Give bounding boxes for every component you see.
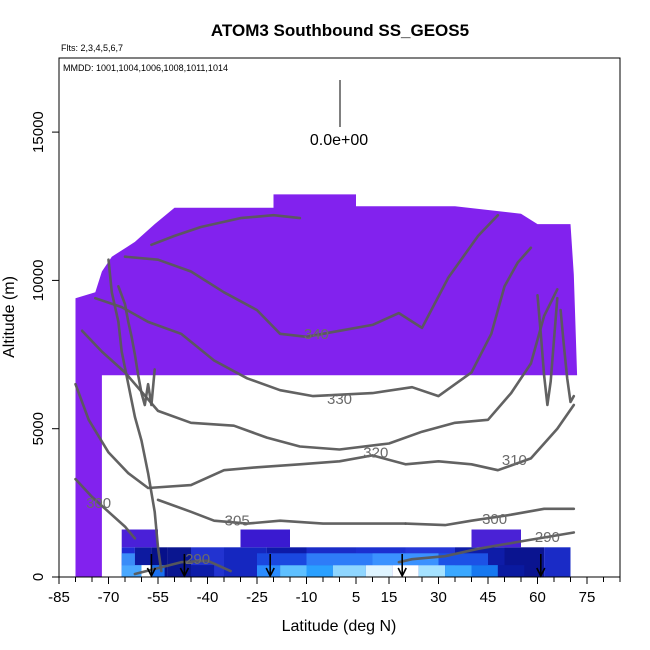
flights-note: Flts: 2,3,4,5,6,7 [61,43,123,53]
heatmap-cell [306,565,333,577]
heatmap-cell [191,565,215,577]
contour-line [123,213,500,339]
contour-label: 320 [363,444,388,461]
contour-line [397,531,576,564]
contour-line [74,477,137,540]
contour-label: 300 [482,511,507,528]
contour-lines [74,213,576,576]
heatmap-cell [445,565,472,577]
contour-line [404,507,576,527]
x-axis: -85 -70 -55 -40 -25 -10 5 15 30 45 60 75 [48,577,621,606]
heatmap-cell [121,529,158,548]
legend-label: 0.0e+00 [310,132,368,149]
y-axis-label: Altitude (m) [1,276,18,358]
heatmap-cell [438,553,488,566]
heatmap-cell [372,553,439,566]
descent-arrow [179,554,190,578]
contour-label: 340 [304,326,329,343]
contour-line [74,382,576,490]
y-tick-label: 5000 [30,412,47,445]
heatmap-cell [418,565,446,577]
contour-label: 300 [86,495,111,512]
x-tick-label: 75 [579,589,596,606]
contour-label: 310 [502,452,527,469]
x-tick-label: -10 [296,589,318,606]
contour-line [94,246,533,398]
heatmap-cell [280,565,307,577]
x-tick-label: 30 [430,589,447,606]
x-tick-label: 45 [480,589,497,606]
contour-line [133,559,232,576]
heatmap-cell [121,553,135,566]
heatmap-cell [497,565,525,577]
contour-label: 290 [535,529,560,546]
descent-arrows [146,554,546,578]
contour-line [536,293,559,407]
heatmap-cell [306,553,373,566]
heatmap-cell [332,565,366,577]
x-tick-label: -40 [197,589,219,606]
heatmap-cell [121,565,142,577]
contour-line [107,258,163,573]
contour-line [156,498,407,525]
descent-arrow [146,554,157,578]
contour-line [150,213,302,247]
x-tick-label: -70 [98,589,120,606]
chart-title: ATOM3 Southbound SS_GEOS5 [211,21,469,40]
heatmap-cell [365,565,393,577]
y-tick-label: 15000 [30,111,47,153]
x-tick-label: 60 [529,589,546,606]
y-axis: 0 5000 10000 15000 [30,111,59,581]
x-axis-label: Latitude (deg N) [282,618,397,635]
y-tick-label: 0 [30,573,47,581]
y-tick-label: 10000 [30,260,47,302]
contour-line [559,308,576,404]
heatmap-cell [544,547,571,577]
contour-label: 305 [225,513,250,530]
descent-arrow [397,554,407,578]
x-tick-label: 5 [352,589,360,606]
heatmap-cell [151,565,165,577]
descent-arrow [265,554,275,578]
heatmap-cell [257,553,307,566]
plot-area: 290 290 300 305 300 310 320 330 340 [74,194,578,578]
legend: 0.0e+00 [310,80,368,149]
x-tick-label: 15 [381,589,398,606]
curtain-layer [75,194,578,577]
heatmap-cell [240,529,290,548]
contour-line [117,285,156,407]
contour-label: 290 [185,551,210,568]
contour-label: 330 [327,391,352,408]
curtain-field [75,194,578,577]
x-tick-label: -85 [48,589,70,606]
dates-note: MMDD: 1001,1004,1006,1008,1011,1014 [63,63,228,73]
x-tick-label: -55 [147,589,169,606]
contour-labels: 290 290 300 305 300 310 320 330 340 [86,326,560,568]
x-tick-label: -25 [246,589,268,606]
descent-arrow [536,554,546,578]
heatmap-cell [471,565,498,577]
